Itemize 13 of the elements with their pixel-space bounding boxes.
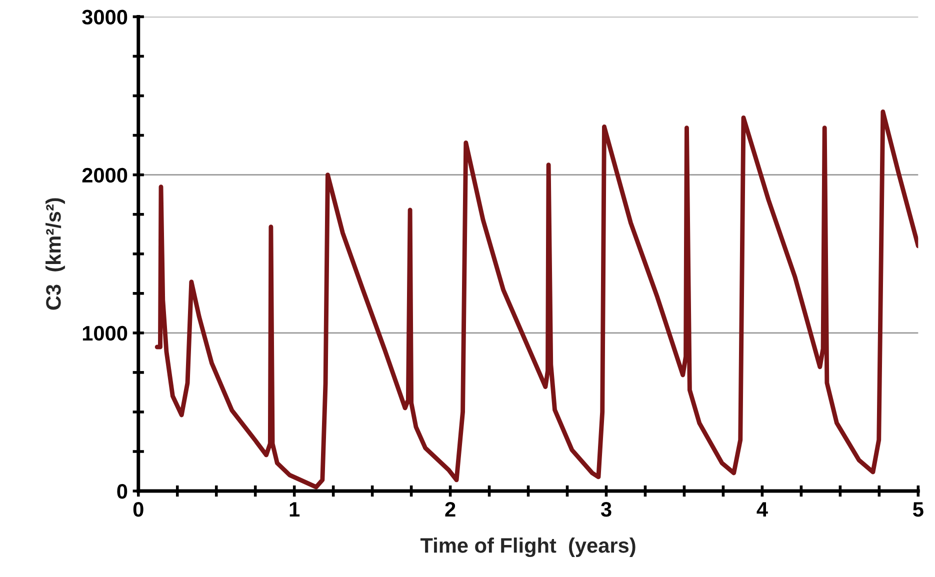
y-tick-label: 2000 xyxy=(82,168,128,183)
x-tick-label: 2 xyxy=(445,502,456,517)
x-tick-label: 0 xyxy=(133,502,144,517)
y-tick-label: 3000 xyxy=(82,10,128,25)
x-tick-label: 4 xyxy=(756,502,768,517)
x-tick-label: 5 xyxy=(913,502,924,517)
line-series xyxy=(154,110,918,490)
y-axis-title: C3 (km²/s²) xyxy=(46,198,65,310)
y-tick-label: 0 xyxy=(117,484,128,499)
y-tick-label: 1000 xyxy=(82,326,128,341)
x-tick-label: 3 xyxy=(600,502,612,517)
x-tick-label: 1 xyxy=(290,502,300,517)
x-axis-title: Time of Flight (years) xyxy=(420,538,636,558)
